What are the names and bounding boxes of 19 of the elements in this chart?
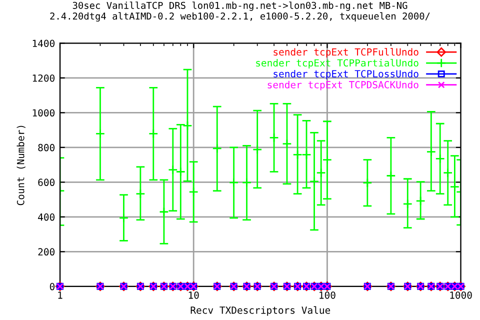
legend-label: sender tcpExt TCPPartialUndo: [256, 58, 418, 68]
x-tick-label: 1: [58, 292, 62, 299]
y-tick-label: 1400: [32, 40, 55, 48]
x-tick-label: 100: [320, 291, 336, 299]
x-axis-title: Recv TXDescriptors Value: [190, 306, 330, 316]
legend-label: sender tcpExt TCPLossUndo: [274, 70, 418, 80]
y-tick-label: 0: [50, 282, 55, 290]
y-tick-label: 200: [38, 248, 55, 256]
legend-label: sender tcpExt TCPFullUndo: [274, 48, 418, 58]
y-tick-label: 400: [38, 213, 55, 221]
y-tick-label: 1200: [32, 74, 55, 82]
legend-label: sender tcpExt TCPDSACKUndo: [268, 80, 418, 90]
x-tick-label: 1000: [450, 291, 472, 299]
y-axis-title: Count (Number): [16, 126, 26, 206]
x-tick-label: 10: [188, 291, 199, 299]
y-tick-label: 800: [38, 144, 55, 152]
y-tick-label: 1000: [32, 109, 55, 117]
chart-title: 30sec VanillaTCP DRS lon01.mb-ng.net->lon03.mb-ng.net MB-NG 2.4.20dtg4 altAIMD-0.2 web100-2.2.1, e1000-5.2.20, txqueuelen 2000/: [50, 2, 430, 22]
y-tick-label: 600: [38, 178, 55, 186]
